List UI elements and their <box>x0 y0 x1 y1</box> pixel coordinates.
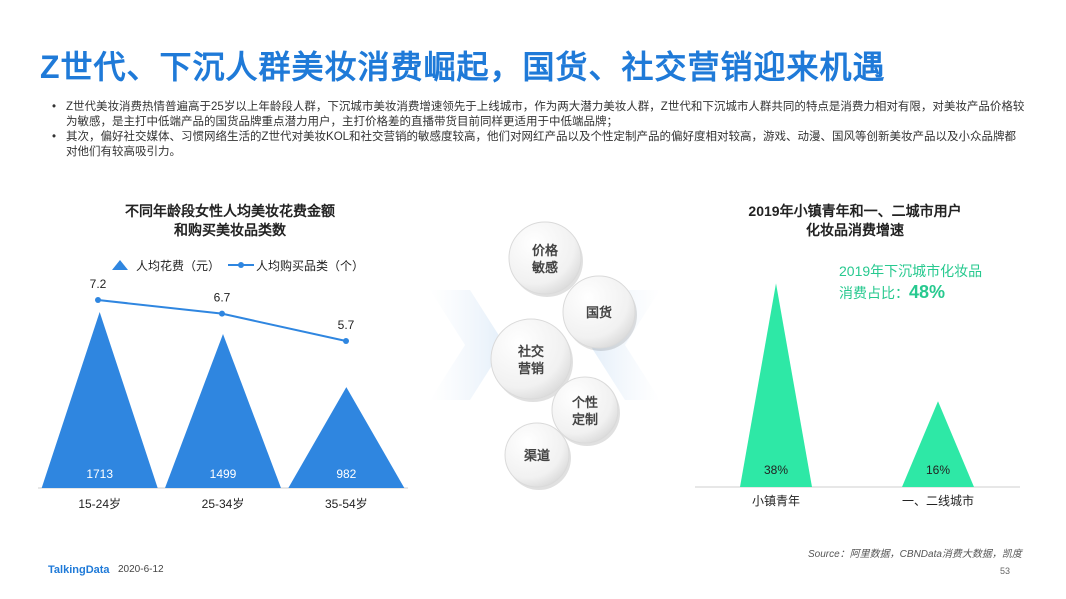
spend-value-label: 982 <box>336 467 356 481</box>
bubble-label: 渠道 <box>523 448 550 463</box>
bubble-label: 国货 <box>586 305 612 320</box>
bullet-list: Z世代美妆消费热情普遍高于25岁以上年龄段人群，下沉城市美妆消费增速领先于上线城… <box>50 100 1025 160</box>
right-chart-title-line2: 化妆品消费增速 <box>806 222 904 238</box>
growth-value-label: 38% <box>764 463 788 477</box>
page-title: Z世代、下沉人群美妆消费崛起，国货、社交营销迎来机遇 <box>40 49 886 85</box>
categories-point <box>219 310 225 317</box>
page-number: 53 <box>1000 566 1011 576</box>
left-chart-title: 不同年龄段女性人均美妆花费金额 和购买美妆品类数 <box>80 202 380 240</box>
categories-value-label: 5.7 <box>338 318 355 332</box>
bubble <box>551 376 619 444</box>
source-note: Source：阿里数据，CBNData消费大数据，凯度 <box>808 549 1022 560</box>
bubble-label: 敏感 <box>531 260 558 275</box>
bubble-label: 定制 <box>571 412 598 427</box>
right-chart-title-line1: 2019年小镇青年和一、二城市用户 <box>748 203 962 219</box>
categories-point <box>343 338 349 344</box>
x-tick-label: 小镇青年 <box>752 494 800 508</box>
categories-value-label: 6.7 <box>214 291 231 305</box>
legend-dot-icon <box>238 262 244 268</box>
callout-value: 48% <box>909 282 945 302</box>
spend-bar <box>165 333 281 488</box>
bubble <box>504 422 570 488</box>
legend-spend-label: 人均花费（元） <box>136 258 220 273</box>
spend-bar <box>41 312 158 488</box>
bubble <box>508 221 582 295</box>
growth-bar <box>740 283 812 487</box>
left-chart: 1713 15-24岁 1499 25-34岁 982 35-54岁 7.2 6.7 5.7 <box>38 277 408 511</box>
callout-text2: 消费占比： <box>839 285 909 301</box>
spend-value-label: 1499 <box>210 467 237 481</box>
bullet-item: 其次，偏好社交媒体、习惯网络生活的Z世代对美妆KOL和社交营销的敏感度较高，他们… <box>50 130 1025 160</box>
left-chart-title-line1: 不同年龄段女性人均美妆花费金额 <box>125 203 335 219</box>
categories-line <box>97 299 347 342</box>
x-tick-label: 35-54岁 <box>325 496 368 511</box>
bubble-label: 营销 <box>518 361 544 376</box>
bubble <box>490 318 572 400</box>
categories-point <box>95 297 101 303</box>
callout-text-line2: 消费占比：48% <box>839 282 945 302</box>
left-chart-title-line2: 和购买美妆品类数 <box>174 222 286 238</box>
callout-text: 2019年下沉城市化妆品 <box>839 263 982 279</box>
bubble-label: 社交 <box>517 344 544 359</box>
categories-value-label: 7.2 <box>90 277 107 291</box>
spend-value-label: 1713 <box>86 467 113 481</box>
x-tick-label: 一、二线城市 <box>902 493 974 508</box>
x-tick-label: 15-24岁 <box>78 496 121 511</box>
bullet-item: Z世代美妆消费热情普遍高于25岁以上年龄段人群，下沉城市美妆消费增速领先于上线城… <box>50 100 1025 130</box>
bubble <box>562 275 636 349</box>
legend-categories-label: 人均购买品类（个） <box>256 258 364 273</box>
bubble-label: 个性 <box>571 395 598 410</box>
right-chart-title: 2019年小镇青年和一、二城市用户 化妆品消费增速 <box>705 202 1005 240</box>
footer-date: 2020-6-12 <box>118 564 164 575</box>
left-legend: 人均花费（元） 人均购买品类（个） <box>112 258 364 273</box>
growth-value-label: 16% <box>926 463 950 477</box>
growth-bar <box>902 401 974 487</box>
bubble-label: 价格 <box>532 243 559 258</box>
left-chevron-decoration <box>430 290 505 400</box>
talkingdata-logo: TalkingData <box>48 564 110 576</box>
right-chart: 38% 小镇青年 16% 一、二线城市 <box>695 283 1020 508</box>
x-tick-label: 25-34岁 <box>202 496 245 511</box>
legend-triangle-icon <box>112 260 128 270</box>
spend-bar <box>288 387 405 488</box>
